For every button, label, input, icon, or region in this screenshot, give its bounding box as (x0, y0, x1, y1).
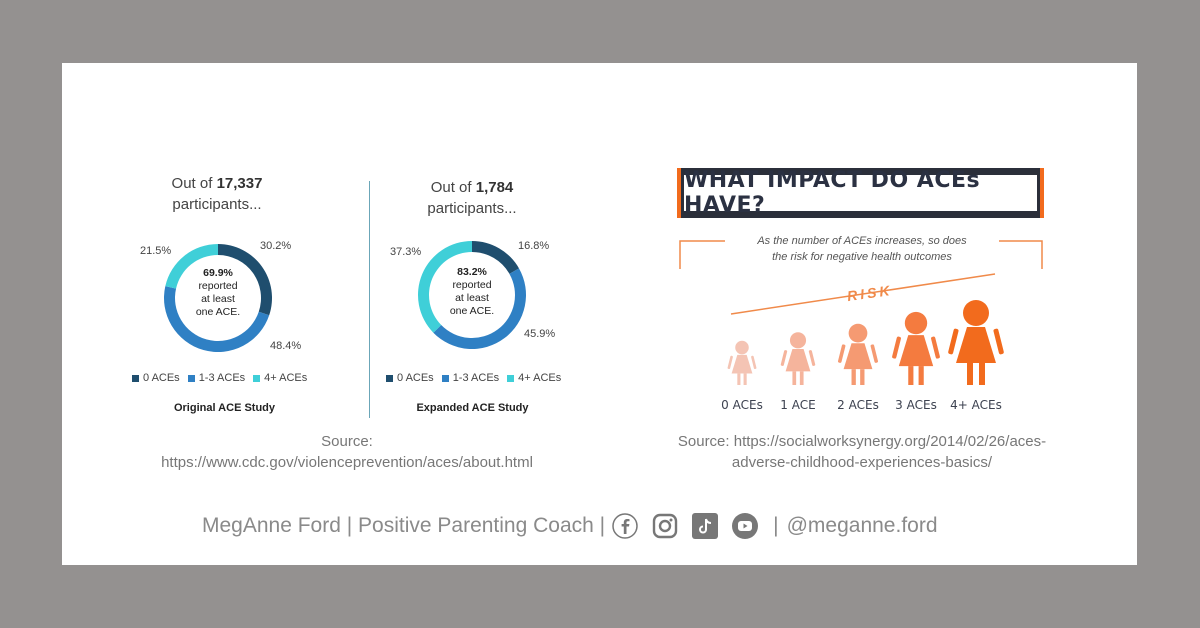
donut1-intro-suffix: participants... (172, 196, 262, 213)
donut-chart-expanded (418, 241, 526, 349)
left-source: Source: https://www.cdc.gov/violenceprev… (122, 431, 572, 473)
right-source-line1: Source: https://socialworksynergy.org/20… (677, 433, 1047, 450)
legend-item: 4+ ACEs (253, 372, 307, 384)
right-source-line2: adverse-childhood-experiences-basics/ (731, 454, 993, 471)
footer: MegAnne Ford | Positive Parenting Coach … (202, 512, 938, 540)
person-figure-3 (892, 311, 940, 385)
footer-divider: | (773, 514, 779, 537)
impact-subtitle: As the number of ACEs increases, so does… (722, 233, 1002, 265)
legend-item: 0 ACEs (132, 372, 180, 384)
legend-swatch (507, 374, 515, 382)
donut2-intro: Out of 1,784 participants... (372, 177, 572, 219)
right-source: Source: https://socialworksynergy.org/20… (642, 431, 1082, 473)
donut-chart-original (164, 244, 272, 353)
donut1-center-line3: at least (201, 293, 235, 305)
donut1-center: 69.9% reported at least one ACE. (178, 267, 258, 319)
donut1-center-line4: one ACE. (195, 306, 241, 318)
donut1-center-line2: reported (198, 280, 238, 292)
donut2-center-pct: 83.2% (457, 266, 487, 278)
donut1-label-0: 30.2% (260, 240, 292, 252)
legend-label: 0 ACEs (397, 372, 434, 384)
legend-item: 1-3 ACEs (187, 372, 246, 384)
donut1-title: Original ACE Study (173, 402, 276, 414)
legend-swatch (253, 374, 261, 382)
donut1-label-2: 21.5% (140, 245, 172, 257)
donut2-center-line4: one ACE. (449, 305, 495, 317)
facebook-icon[interactable] (611, 512, 639, 540)
figure-label-2: 2 ACEs (837, 398, 879, 412)
footer-handle: @meganne.ford (786, 514, 938, 537)
impact-bracket (679, 240, 1043, 269)
legend-label: 1-3 ACEs (452, 372, 500, 384)
donut2-center-line2: reported (452, 279, 492, 291)
legend-label: 4+ ACEs (264, 372, 308, 384)
donut2-intro-prefix: Out of (430, 179, 476, 196)
legend-swatch (132, 374, 139, 382)
donut-slice-4-aces (165, 244, 218, 289)
risk-figures (727, 300, 1004, 385)
figure-label-4: 4+ ACEs (950, 398, 1002, 412)
legend-label: 0 ACEs (143, 372, 180, 384)
legend-label: 1-3 ACEs (198, 372, 246, 384)
left-source-label: Source: (321, 433, 373, 450)
chart-divider (369, 181, 370, 418)
figure-label-1: 1 ACE (780, 398, 816, 412)
person-figure-0 (727, 340, 757, 385)
donut-slice-1-3-aces (433, 268, 526, 349)
donut1-intro-prefix: Out of (171, 175, 217, 192)
instagram-icon[interactable] (651, 512, 679, 540)
youtube-icon[interactable] (731, 512, 759, 540)
figure-label-0: 0 ACEs (721, 398, 763, 412)
donut1-participants: 17,337 (216, 175, 263, 192)
donut2-participants: 1,784 (475, 179, 514, 196)
footer-brand: MegAnne Ford | Positive Parenting Coach … (202, 514, 606, 537)
donut2-intro-suffix: participants... (427, 200, 517, 217)
figure-label-3: 3 ACEs (895, 398, 937, 412)
donut2-label-2: 37.3% (390, 246, 422, 258)
donut2-label-0: 16.8% (518, 240, 550, 252)
legend-item: 4+ ACEs (507, 372, 561, 384)
donut2-title: Expanded ACE Study (416, 402, 529, 414)
legend-swatch (441, 374, 449, 382)
donut2-center: 83.2% reported at least one ACE. (432, 266, 512, 318)
person-figure-4 (948, 300, 1004, 385)
legend-item: 1-3 ACEs (441, 372, 500, 384)
left-source-url: https://www.cdc.gov/violenceprevention/a… (161, 454, 533, 471)
donut-slice-1-3-aces (164, 286, 270, 353)
donut-slice-0-aces (472, 241, 519, 274)
risk-arrow (730, 273, 996, 315)
tiktok-icon[interactable] (691, 512, 719, 540)
legend-swatch (187, 374, 195, 382)
impact-title: WHAT IMPACT DO ACEs HAVE? (682, 168, 1039, 218)
donut2-center-line3: at least (455, 292, 489, 304)
risk-figure-labels: 0 ACEs 1 ACE 2 ACEs 3 ACEs 4+ ACEs (721, 398, 1012, 416)
donut1-center-pct: 69.9% (203, 267, 233, 279)
donut2-label-1: 45.9% (524, 328, 556, 340)
content-card: Out of 17,337 participants... 69.9% repo… (62, 63, 1137, 565)
legend-item: 0 ACEs (386, 372, 434, 384)
donut1-label-1: 48.4% (270, 340, 302, 352)
person-figure-1 (780, 332, 816, 385)
donut1-legend: 0 ACEs 1-3 ACEs 4+ ACEs (132, 372, 307, 384)
impact-subtitle-line2: the risk for negative health outcomes (772, 251, 952, 263)
donut-slice-4-aces (418, 241, 472, 333)
legend-label: 4+ ACEs (518, 372, 562, 384)
impact-subtitle-line1: As the number of ACEs increases, so does (757, 235, 967, 247)
person-figure-2 (838, 323, 878, 385)
donut-slice-0-aces (218, 244, 272, 316)
donut2-legend: 0 ACEs 1-3 ACEs 4+ ACEs (386, 372, 561, 384)
legend-swatch (386, 374, 393, 382)
impact-title-accent-left (677, 168, 681, 218)
donut1-intro: Out of 17,337 participants... (117, 173, 317, 215)
impact-title-accent-right (1040, 168, 1044, 218)
